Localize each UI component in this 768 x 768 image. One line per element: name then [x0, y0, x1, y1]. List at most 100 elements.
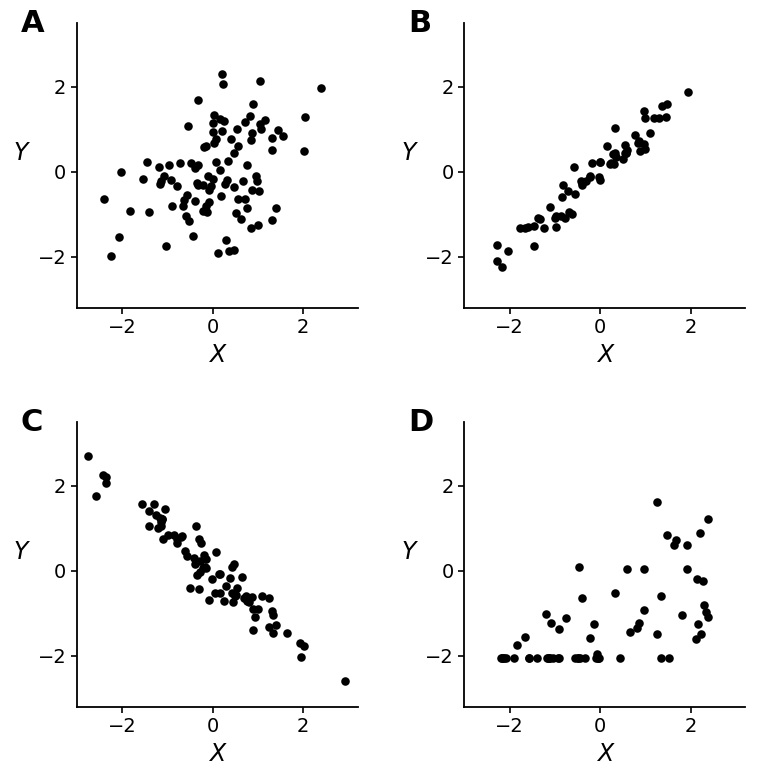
Point	[197, 562, 209, 574]
Point	[650, 496, 663, 508]
Point	[160, 240, 172, 252]
Point	[267, 627, 280, 639]
Point	[584, 171, 596, 184]
Point	[663, 651, 675, 664]
Point	[637, 562, 650, 574]
Point	[545, 617, 558, 629]
Point	[207, 173, 219, 185]
Point	[638, 104, 650, 117]
X-axis label: X: X	[209, 742, 225, 766]
Y-axis label: Y: Y	[401, 540, 415, 564]
Point	[528, 220, 541, 232]
Point	[156, 513, 168, 525]
Point	[621, 144, 634, 156]
Point	[124, 204, 137, 217]
Point	[184, 215, 196, 227]
Point	[572, 651, 584, 664]
Point	[569, 651, 581, 664]
Point	[647, 112, 660, 124]
Point	[150, 509, 162, 521]
Point	[552, 651, 564, 664]
X-axis label: X: X	[597, 343, 613, 367]
Point	[225, 133, 237, 145]
Point	[590, 651, 602, 664]
Y-axis label: Y: Y	[14, 141, 28, 165]
Point	[209, 587, 221, 599]
Point	[214, 113, 227, 125]
Point	[238, 116, 250, 128]
Point	[231, 581, 243, 594]
Point	[609, 147, 621, 159]
Point	[254, 123, 266, 135]
Point	[240, 159, 253, 171]
Point	[181, 550, 194, 562]
Point	[193, 533, 205, 545]
Point	[178, 545, 190, 557]
Point	[171, 537, 184, 549]
Point	[230, 589, 243, 601]
Point	[575, 592, 588, 604]
Point	[549, 212, 561, 224]
Point	[207, 117, 220, 129]
Point	[213, 568, 225, 580]
Point	[498, 651, 510, 664]
Point	[541, 651, 554, 664]
Point	[497, 651, 509, 664]
Point	[568, 188, 581, 200]
Point	[293, 637, 306, 650]
Point	[584, 632, 597, 644]
Point	[214, 568, 227, 580]
Point	[246, 184, 258, 197]
Y-axis label: Y: Y	[14, 540, 28, 564]
Point	[254, 118, 266, 130]
Point	[147, 498, 160, 510]
Text: D: D	[408, 408, 433, 436]
Point	[191, 179, 204, 191]
Point	[141, 155, 154, 167]
Point	[200, 561, 213, 574]
Point	[632, 137, 644, 149]
Point	[98, 193, 110, 205]
Point	[227, 596, 239, 608]
Point	[246, 127, 258, 140]
Text: B: B	[408, 8, 431, 38]
Point	[153, 161, 165, 173]
Point	[339, 675, 352, 687]
Point	[619, 139, 631, 151]
Point	[638, 112, 650, 124]
Point	[271, 124, 283, 137]
Point	[619, 147, 631, 159]
Point	[552, 623, 564, 635]
Point	[200, 140, 213, 152]
Point	[189, 558, 201, 571]
Point	[585, 157, 598, 170]
Point	[113, 230, 125, 243]
Point	[604, 157, 617, 170]
Point	[210, 156, 223, 168]
Point	[496, 260, 508, 273]
Point	[571, 651, 584, 664]
Point	[656, 100, 668, 112]
Point	[263, 621, 275, 633]
Point	[180, 189, 193, 201]
Point	[224, 571, 237, 584]
Point	[238, 193, 250, 205]
Point	[691, 573, 703, 585]
Point	[229, 590, 241, 602]
Point	[701, 611, 713, 624]
Point	[531, 212, 544, 224]
Point	[166, 200, 178, 212]
Point	[502, 245, 514, 257]
Point	[604, 158, 617, 170]
Point	[177, 194, 190, 206]
Point	[655, 651, 667, 664]
Point	[276, 129, 289, 141]
Point	[251, 603, 263, 615]
Point	[240, 590, 252, 602]
Point	[199, 561, 211, 574]
Point	[698, 599, 710, 611]
Point	[528, 240, 541, 253]
Point	[156, 512, 168, 525]
Point	[538, 222, 551, 234]
Point	[198, 549, 210, 561]
